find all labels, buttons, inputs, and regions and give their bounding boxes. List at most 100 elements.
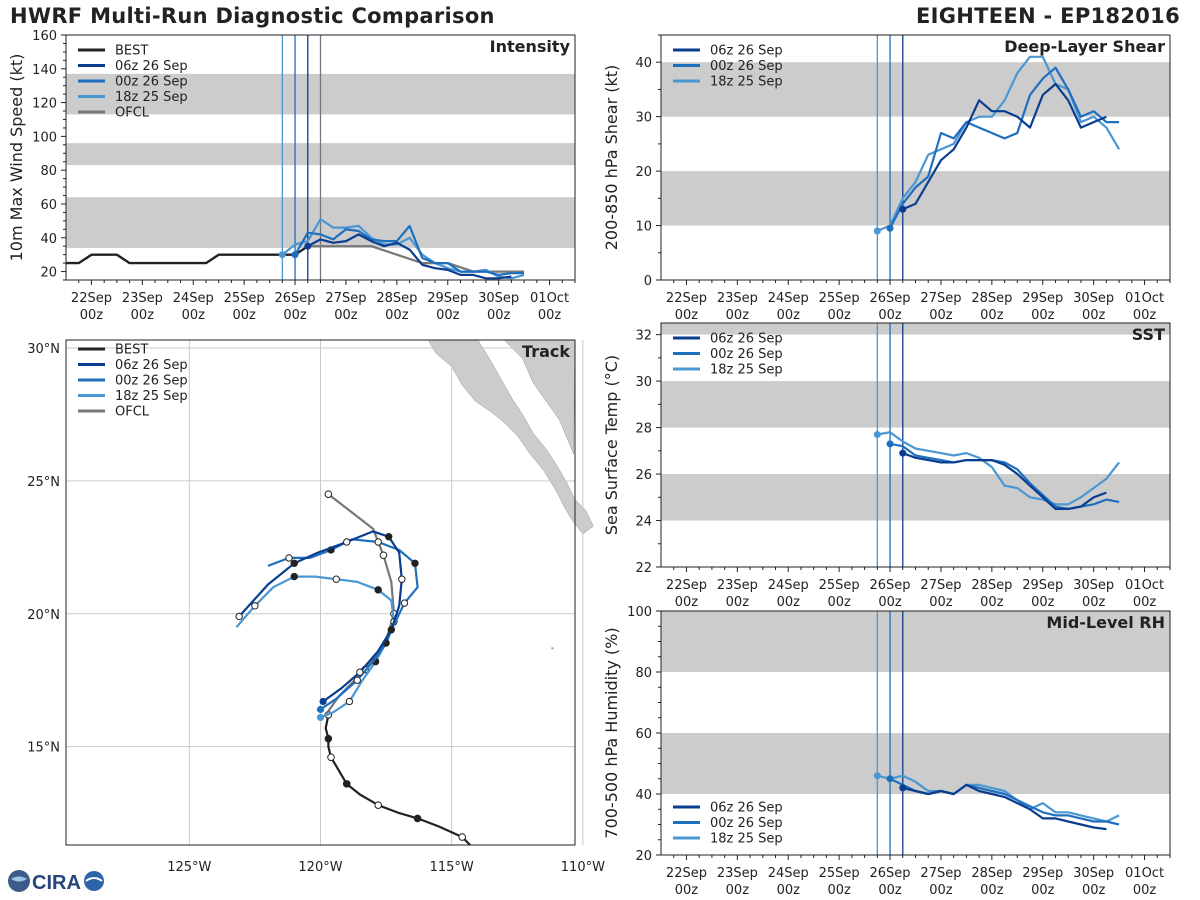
sst-series-06z-26-sep [902, 452, 1107, 510]
legend-label-06z-26-sep: 06z 26 Sep [115, 358, 188, 373]
track-point-06z-26-sep [387, 626, 396, 634]
storm-title: EIGHTEEN - EP182016 [915, 4, 1180, 28]
shear-ytick-label: 40 [635, 56, 652, 71]
track-point-06z-26-sep [385, 532, 393, 541]
track-point-18z-25-sep [374, 586, 382, 594]
track-point-00z-26-sep [374, 538, 382, 546]
track-island [551, 647, 554, 650]
track-point-18z-25-sep [345, 697, 354, 706]
sst-band-1 [661, 381, 1170, 428]
sst-ytick-label: 32 [635, 329, 652, 344]
track-frame [65, 339, 576, 846]
sst-xtick-label-hour: 00z [777, 595, 801, 610]
track-series-06z-26-sep [238, 530, 403, 703]
intensity-init-point-00z-26-sep [291, 251, 299, 259]
rh-xtick-label-day: 27Sep [920, 866, 961, 881]
rh-xtick-label-day: 30Sep [1073, 866, 1114, 881]
rh-xtick-label-hour: 00z [1031, 883, 1055, 898]
intensity-ytick-label: 100 [32, 130, 57, 145]
intensity-xtick-label-day: 01Oct [530, 291, 569, 306]
shear-xtick-label-day: 23Sep [717, 291, 758, 306]
intensity-xtick-label-day: 28Sep [376, 291, 417, 306]
sst-xtick-label-hour: 00z [726, 595, 750, 610]
rh-xtick-label-hour: 00z [929, 883, 953, 898]
logo-text: CIRA [32, 872, 81, 894]
intensity-ytick-label: 60 [40, 198, 57, 213]
shear-xtick-label-day: 27Sep [920, 291, 961, 306]
shear-init-point-18z-25-sep [873, 227, 881, 235]
intensity-xtick-label-day: 27Sep [325, 291, 366, 306]
legend-label-best: BEST [115, 44, 148, 59]
intensity-init-point-18z-25-sep [278, 251, 286, 259]
track-point-00z-26-sep [400, 599, 409, 607]
intensity-xtick-label-hour: 00z [436, 308, 460, 323]
sst-ytick-label: 22 [635, 561, 652, 576]
rh-ytick-label: 80 [635, 666, 652, 681]
rh-ytick-label: 100 [627, 605, 652, 620]
intensity-ytick-label: 120 [32, 97, 57, 112]
shear-ylabel: 200-850 hPa Shear (kt) [602, 65, 621, 251]
rh-series-18z-25-sep [877, 774, 1120, 823]
legend-label-06z-26-sep: 06z 26 Sep [710, 801, 783, 816]
track-point-best [374, 801, 383, 809]
chart-intensity: 20 40 60 80 100 120 140 160 22Sep 00z 23Sep 00z 24Se… [7, 29, 576, 323]
sst-xtick-label-hour: 00z [1082, 595, 1106, 610]
sst-xtick-label-day: 01Oct [1125, 578, 1164, 593]
intensity-xtick-label-day: 24Sep [173, 291, 214, 306]
rh-xtick-label-day: 24Sep [768, 866, 809, 881]
track-point-ofcl [379, 551, 388, 560]
intensity-xtick-label-day: 23Sep [122, 291, 163, 306]
track-point-00z-26-sep [411, 559, 419, 567]
track-point-06z-26-sep [290, 559, 298, 567]
rh-xtick-label-hour: 00z [827, 883, 851, 898]
sst-band-0 [661, 474, 1170, 521]
shear-xtick-label-day: 29Sep [1022, 291, 1063, 306]
sst-xtick-label-hour: 00z [878, 595, 902, 610]
shear-xtick-label-day: 28Sep [971, 291, 1012, 306]
shear-xtick-label-hour: 00z [929, 308, 953, 323]
intensity-xtick-label-day: 30Sep [478, 291, 519, 306]
track-series-00z-26-sep [267, 538, 419, 711]
sst-xtick-label-day: 29Sep [1022, 578, 1063, 593]
shear-init-point-00z-26-sep [886, 224, 894, 232]
rh-xtick-label-day: 25Sep [819, 866, 860, 881]
sst-ytick-label: 24 [635, 515, 652, 530]
intensity-xtick-label-hour: 00z [334, 308, 358, 323]
rh-init-point-06z-26-sep [899, 784, 907, 792]
track-series-18z-25-sep [235, 575, 396, 719]
intensity-xtick-label-hour: 00z [182, 308, 206, 323]
track-point-06z-26-sep [343, 538, 351, 546]
satellite-swoosh-icon [85, 877, 103, 882]
shear-init-point-06z-26-sep [899, 205, 907, 213]
sst-xtick-label-day: 25Sep [819, 578, 860, 593]
sst-init-point-06z-26-sep [899, 449, 907, 457]
track-ytick-label: 30°N [27, 342, 60, 357]
intensity-ytick-label: 140 [32, 63, 57, 78]
sst-series-18z-25-sep [877, 431, 1120, 506]
shear-xtick-label-day: 30Sep [1073, 291, 1114, 306]
legend-label-best: BEST [115, 343, 148, 358]
rh-xtick-label-hour: 00z [1082, 883, 1106, 898]
shear-xtick-label-day: 25Sep [819, 291, 860, 306]
shear-xtick-label-hour: 00z [777, 308, 801, 323]
shear-xtick-label-hour: 00z [1031, 308, 1055, 323]
rh-xtick-label-day: 28Sep [971, 866, 1012, 881]
main-title: HWRF Multi-Run Diagnostic Comparison [10, 4, 495, 28]
shear-xtick-label-day: 24Sep [768, 291, 809, 306]
chart-shear: 0 10 20 30 40 22Sep 00z 23Sep 00z 24Sep 00z 25Sep 00… [602, 34, 1171, 323]
sst-xtick-label-day: 30Sep [1073, 578, 1114, 593]
sst-xtick-label-day: 26Sep [870, 578, 911, 593]
track-point-18z-25-sep [290, 572, 298, 581]
track-point-best [342, 780, 351, 788]
shear-xtick-label-hour: 00z [675, 308, 699, 323]
rh-ytick-label: 40 [635, 788, 652, 803]
shear-xtick-label-hour: 00z [980, 308, 1004, 323]
rh-xtick-label-hour: 00z [675, 883, 699, 898]
legend-label-06z-26-sep: 06z 26 Sep [710, 332, 783, 347]
track-point-06z-26-sep [356, 668, 364, 676]
shear-series-00z-26-sep [889, 66, 1120, 229]
rh-xtick-label-hour: 00z [878, 883, 902, 898]
legend-label-00z-26-sep: 00z 26 Sep [115, 75, 188, 90]
shear-xtick-label-hour: 00z [878, 308, 902, 323]
intensity-ylabel: 10m Max Wind Speed (kt) [7, 54, 26, 262]
